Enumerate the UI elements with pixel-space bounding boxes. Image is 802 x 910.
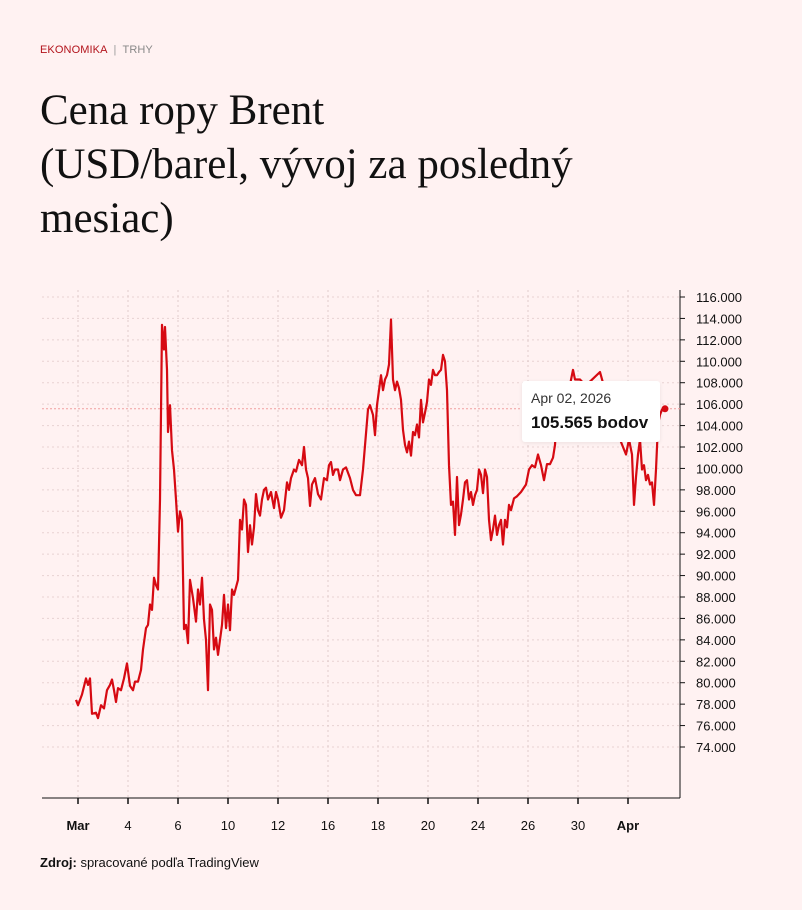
x-tick-label: 6 <box>174 818 181 833</box>
y-tick-label: 116.000 <box>696 290 742 305</box>
y-tick-label: 94.000 <box>696 526 736 541</box>
y-tick-label: 112.000 <box>696 333 742 348</box>
hover-point <box>661 405 669 413</box>
source-note: Zdroj: spracované podľa TradingView <box>40 855 259 870</box>
y-tick-label: 104.000 <box>696 419 743 434</box>
y-tick-label: 106.000 <box>696 397 743 412</box>
y-tick-label: 74.000 <box>696 740 736 755</box>
x-tick-label: 24 <box>471 818 485 833</box>
x-tick-label: Apr <box>617 818 639 833</box>
breadcrumb-separator: | <box>113 44 117 56</box>
breadcrumb: EKONOMIKA | TRHY <box>40 44 153 56</box>
y-tick-label: 92.000 <box>696 547 736 562</box>
y-tick-label: 108.000 <box>696 376 743 391</box>
tooltip-date: Apr 02, 2026 <box>531 390 612 406</box>
x-tick-label: 30 <box>571 818 585 833</box>
tooltip-value: 105.565 bodov <box>531 413 649 432</box>
y-tick-label: 80.000 <box>696 676 736 691</box>
y-tick-label: 76.000 <box>696 719 736 734</box>
x-tick-label: 10 <box>221 818 235 833</box>
x-tick-label: Mar <box>66 818 89 833</box>
x-tick-label: 4 <box>124 818 131 833</box>
y-tick-label: 114.000 <box>696 311 742 326</box>
breadcrumb-section[interactable]: EKONOMIKA <box>40 44 108 56</box>
y-tick-label: 110.000 <box>696 354 742 369</box>
y-tick-label: 88.000 <box>696 590 736 605</box>
x-tick-label: 18 <box>371 818 385 833</box>
y-tick-label: 90.000 <box>696 569 736 584</box>
x-tick-label: 12 <box>271 818 285 833</box>
y-tick-label: 102.000 <box>696 440 743 455</box>
title-line-1: Cena ropy Brent <box>40 87 325 134</box>
y-tick-label: 98.000 <box>696 483 736 498</box>
y-tick-label: 82.000 <box>696 654 736 669</box>
y-tick-label: 100.000 <box>696 461 743 476</box>
x-tick-label: 26 <box>521 818 535 833</box>
breadcrumb-subsection[interactable]: TRHY <box>122 44 153 56</box>
title-line-3: mesiac) <box>40 195 174 242</box>
y-tick-label: 84.000 <box>696 633 736 648</box>
source-label: Zdroj: <box>40 855 77 870</box>
title-line-2: (USD/barel, vývoj za posledný <box>40 141 573 188</box>
y-tick-label: 78.000 <box>696 697 736 712</box>
x-tick-label: 16 <box>321 818 335 833</box>
x-tick-label: 20 <box>421 818 435 833</box>
y-tick-label: 86.000 <box>696 611 736 626</box>
page-title: Cena ropy Brent (USD/barel, vývoj za pos… <box>40 84 740 246</box>
series-line-brent <box>74 318 666 720</box>
y-tick-label: 96.000 <box>696 504 736 519</box>
source-text: spracované podľa TradingView <box>80 855 259 870</box>
chart-tooltip: Apr 02, 2026 105.565 bodov <box>522 381 660 442</box>
